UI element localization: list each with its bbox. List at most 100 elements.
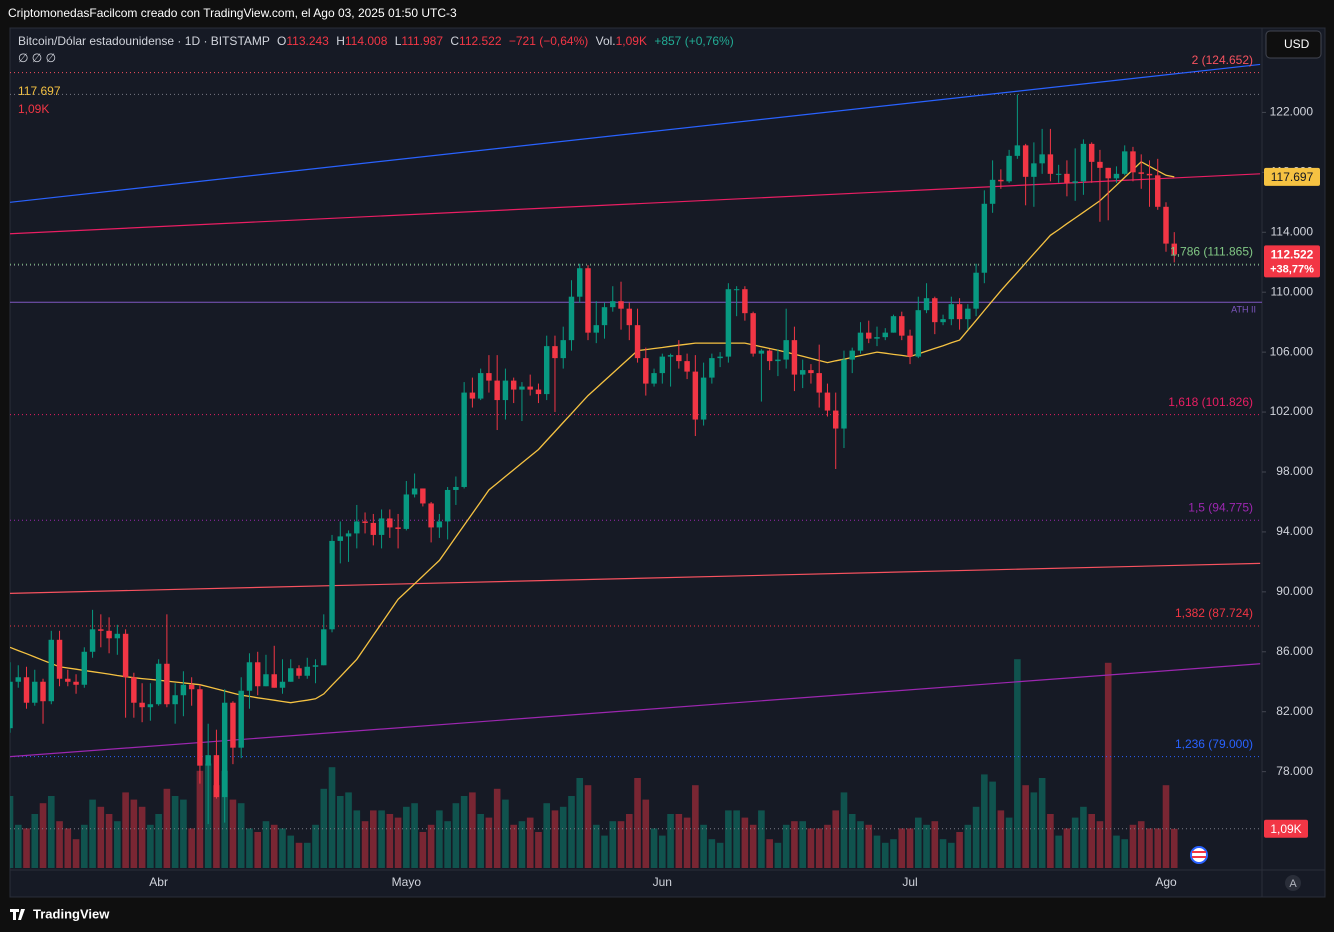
candle-body <box>1006 155 1012 182</box>
volume-bar <box>956 832 963 868</box>
candle-body <box>989 179 996 204</box>
volume-bar <box>353 810 361 868</box>
candle-body <box>717 356 723 359</box>
candle-body <box>486 373 492 381</box>
volume-bar <box>196 770 204 868</box>
candle-body <box>527 386 533 390</box>
candle-body <box>775 359 781 362</box>
legend-value: 114.008 <box>345 34 388 48</box>
candle-body <box>1146 173 1153 176</box>
candle-body <box>783 340 789 360</box>
currency-button[interactable] <box>1265 30 1322 59</box>
candle-body <box>552 346 558 359</box>
candle-body <box>709 358 715 378</box>
candle-body <box>15 677 21 682</box>
volume-bar <box>370 810 377 868</box>
volume-bar <box>312 824 319 868</box>
legend-label: H <box>336 34 345 48</box>
volume-bar <box>939 839 947 868</box>
volume-bar <box>1104 662 1112 868</box>
volume-bar <box>683 817 691 868</box>
candle-body <box>915 310 922 357</box>
candle-body <box>1039 154 1045 164</box>
volume-bar <box>1146 828 1153 868</box>
candle-body <box>354 521 360 534</box>
candle-body <box>560 340 566 359</box>
volume-bar <box>692 785 699 868</box>
volume-bar <box>502 799 509 868</box>
auto-label: A <box>1289 878 1297 890</box>
candle-body <box>535 389 542 395</box>
volume-bar <box>155 814 162 868</box>
volume-bar <box>114 821 121 868</box>
volume-bar <box>659 835 666 868</box>
auto-button[interactable] <box>1285 875 1301 891</box>
legend-line: Bitcoin/Dólar estadounidense · 1D · BITS… <box>18 34 734 48</box>
legend-value: 113.243 <box>286 34 329 48</box>
legend-vol-label: Vol. <box>596 34 616 48</box>
header-title: CriptomonedasFacilcom creado con Trading… <box>8 6 457 20</box>
candle-body <box>593 325 599 333</box>
candle-body <box>230 702 236 748</box>
volume-bar <box>931 821 939 868</box>
volume-bar <box>295 842 303 868</box>
volume-bar <box>914 817 922 868</box>
candle-body <box>444 489 451 522</box>
y-tick-label: 98.000 <box>1276 464 1313 478</box>
candle-body <box>750 313 756 354</box>
candle-body <box>73 681 79 685</box>
candle-body <box>114 633 121 639</box>
candle-body <box>296 668 302 676</box>
volume-bar <box>1055 835 1062 868</box>
fib-label: 1,618 (101.826) <box>1168 395 1253 409</box>
flag-icon[interactable] <box>1190 846 1208 864</box>
volume-bar <box>171 796 179 868</box>
volume-bar <box>634 778 641 868</box>
y-tick-label: 114.000 <box>1271 224 1314 238</box>
candle-body <box>197 689 203 766</box>
candle-body <box>857 332 864 351</box>
candle-body <box>700 377 707 420</box>
y-tick-label: 102.000 <box>1270 404 1314 418</box>
x-tick-label: Mayo <box>392 875 422 889</box>
volume-bar <box>824 824 831 868</box>
price-tag-label: 112.522 <box>1271 248 1314 262</box>
y-tick-label: 82.000 <box>1276 704 1313 718</box>
volume-bar <box>56 821 63 868</box>
candle-body <box>940 319 946 323</box>
volume-bar <box>336 796 344 868</box>
candle-body <box>585 268 591 333</box>
candle-body <box>1022 145 1029 177</box>
candle-body <box>659 356 666 374</box>
volume-bar <box>898 828 906 868</box>
volume-bar <box>444 821 451 868</box>
candle-body <box>1055 173 1062 175</box>
volume-bar <box>23 828 30 868</box>
volume-bar <box>147 824 154 868</box>
candle-body <box>188 684 195 690</box>
volume-bar <box>47 796 55 868</box>
candle-body <box>1155 175 1161 207</box>
volume-bar <box>1080 806 1087 868</box>
trend-line <box>10 663 1261 758</box>
volume-bar <box>989 781 996 868</box>
volume-bar <box>948 842 955 868</box>
volume-bar <box>923 824 930 868</box>
volume-bar <box>758 810 765 868</box>
volume-bar <box>873 835 881 868</box>
volume-bar <box>1113 835 1120 868</box>
volume-bar <box>716 842 724 868</box>
candle-body <box>874 337 880 339</box>
candle-body <box>56 639 63 679</box>
candle-body <box>81 651 88 685</box>
volume-bar <box>625 814 633 868</box>
ma-tag <box>1264 167 1320 186</box>
volume-bar <box>642 799 650 868</box>
volume-bar <box>328 767 336 868</box>
legend-vol-value: 1,09K <box>18 102 49 116</box>
volume-bar <box>782 824 790 868</box>
flag-stripe <box>1192 856 1206 858</box>
plot-area <box>10 63 1262 868</box>
y-tick-label: 78.000 <box>1276 764 1313 778</box>
